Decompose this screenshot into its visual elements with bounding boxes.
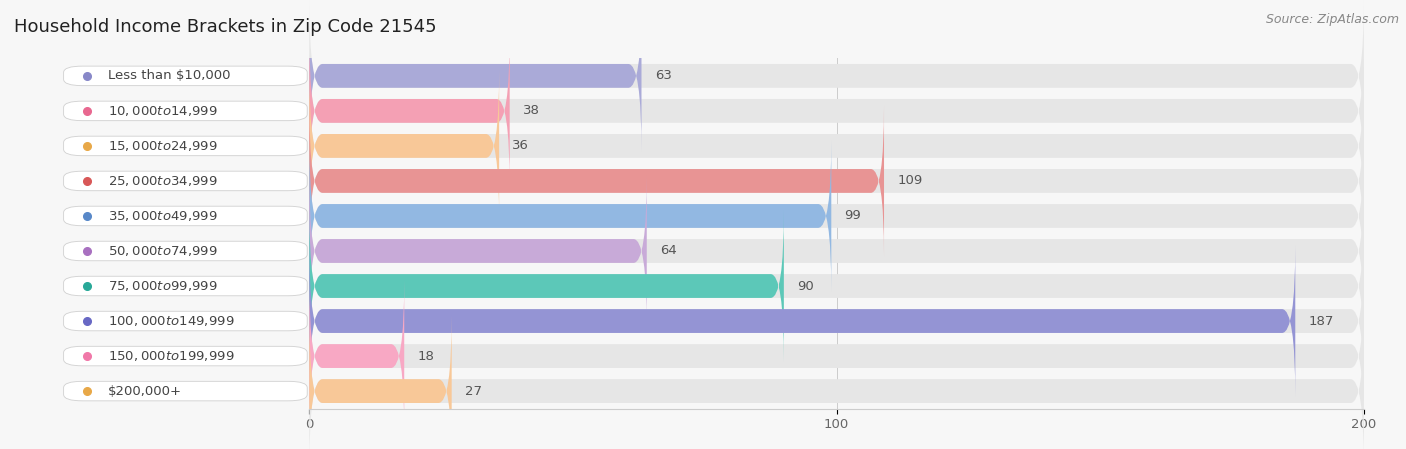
FancyBboxPatch shape	[309, 176, 647, 326]
Text: 90: 90	[797, 280, 814, 292]
Text: 187: 187	[1309, 315, 1334, 327]
Text: Less than $10,000: Less than $10,000	[108, 70, 231, 82]
FancyBboxPatch shape	[309, 176, 1364, 326]
FancyBboxPatch shape	[309, 211, 785, 361]
FancyBboxPatch shape	[309, 0, 641, 151]
FancyBboxPatch shape	[63, 136, 308, 156]
Text: 36: 36	[512, 140, 529, 152]
Text: $50,000 to $74,999: $50,000 to $74,999	[108, 244, 218, 258]
Text: 64: 64	[659, 245, 676, 257]
FancyBboxPatch shape	[309, 35, 1364, 186]
FancyBboxPatch shape	[309, 35, 509, 186]
FancyBboxPatch shape	[309, 211, 1364, 361]
Text: $35,000 to $49,999: $35,000 to $49,999	[108, 209, 218, 223]
FancyBboxPatch shape	[309, 281, 1364, 431]
FancyBboxPatch shape	[309, 106, 884, 256]
Text: 99: 99	[845, 210, 862, 222]
FancyBboxPatch shape	[309, 246, 1364, 396]
Text: 63: 63	[655, 70, 672, 82]
FancyBboxPatch shape	[309, 316, 451, 449]
Text: Household Income Brackets in Zip Code 21545: Household Income Brackets in Zip Code 21…	[14, 18, 437, 36]
Text: $15,000 to $24,999: $15,000 to $24,999	[108, 139, 218, 153]
FancyBboxPatch shape	[63, 276, 308, 296]
FancyBboxPatch shape	[63, 101, 308, 121]
FancyBboxPatch shape	[309, 0, 1364, 151]
Text: $75,000 to $99,999: $75,000 to $99,999	[108, 279, 218, 293]
Text: $25,000 to $34,999: $25,000 to $34,999	[108, 174, 218, 188]
Text: 38: 38	[523, 105, 540, 117]
Text: $100,000 to $149,999: $100,000 to $149,999	[108, 314, 235, 328]
FancyBboxPatch shape	[63, 241, 308, 261]
FancyBboxPatch shape	[63, 66, 308, 86]
Text: $200,000+: $200,000+	[108, 385, 181, 397]
FancyBboxPatch shape	[309, 246, 1295, 396]
Text: $150,000 to $199,999: $150,000 to $199,999	[108, 349, 235, 363]
Text: 109: 109	[897, 175, 922, 187]
Text: 18: 18	[418, 350, 434, 362]
Text: Source: ZipAtlas.com: Source: ZipAtlas.com	[1265, 13, 1399, 26]
FancyBboxPatch shape	[309, 106, 1364, 256]
FancyBboxPatch shape	[63, 346, 308, 366]
Text: 27: 27	[465, 385, 482, 397]
FancyBboxPatch shape	[309, 141, 831, 291]
FancyBboxPatch shape	[309, 141, 1364, 291]
FancyBboxPatch shape	[63, 311, 308, 331]
FancyBboxPatch shape	[63, 381, 308, 401]
Text: $10,000 to $14,999: $10,000 to $14,999	[108, 104, 218, 118]
FancyBboxPatch shape	[63, 206, 308, 226]
FancyBboxPatch shape	[309, 70, 499, 221]
FancyBboxPatch shape	[63, 171, 308, 191]
FancyBboxPatch shape	[309, 70, 1364, 221]
FancyBboxPatch shape	[309, 316, 1364, 449]
FancyBboxPatch shape	[309, 281, 405, 431]
